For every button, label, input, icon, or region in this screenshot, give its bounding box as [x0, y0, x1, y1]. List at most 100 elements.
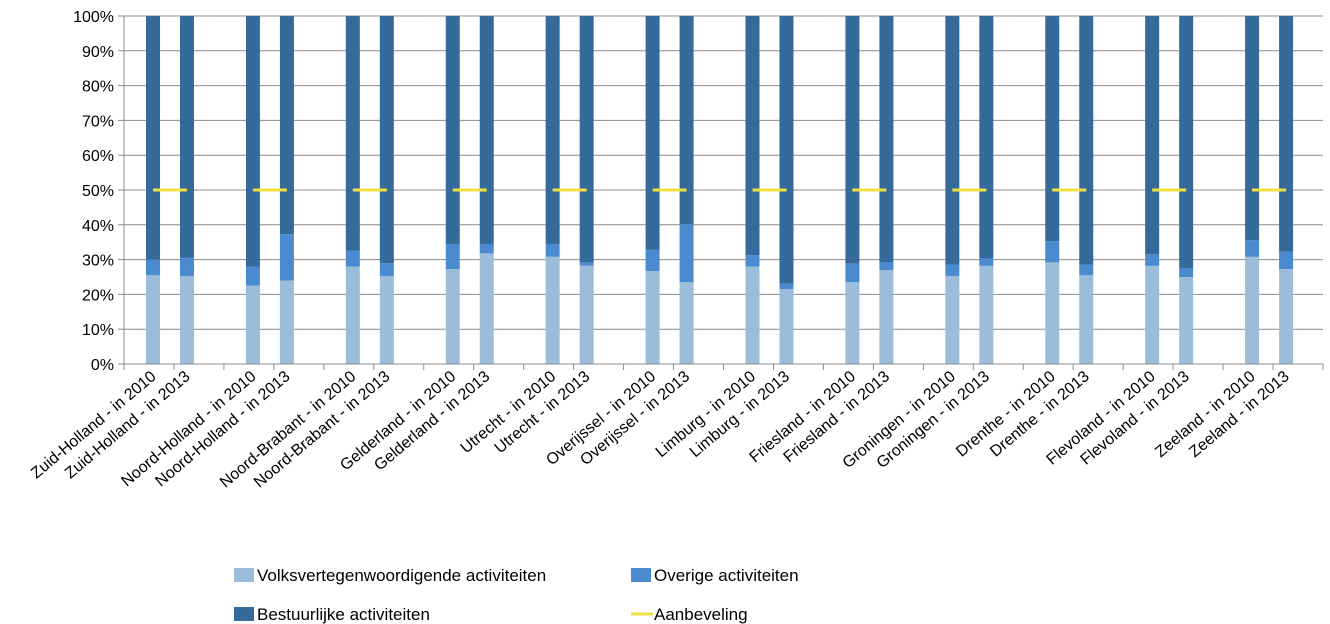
- bar-segment-volksvertegenwoordigende: [545, 256, 560, 364]
- grid-lines: [118, 15, 1323, 365]
- bar-segment-overige: [579, 262, 594, 266]
- bar-segment-volksvertegenwoordigende: [1045, 262, 1060, 364]
- bar-segment-bestuurlijke: [1145, 16, 1160, 255]
- bar-segment-volksvertegenwoordigende: [879, 270, 894, 364]
- bar-segment-overige: [1245, 240, 1260, 257]
- bar-segment-volksvertegenwoordigende: [1245, 256, 1260, 364]
- bar-segment-overige: [146, 259, 160, 276]
- bar-segment-overige: [545, 243, 560, 257]
- y-tick-label: 20%: [82, 287, 114, 304]
- legend-swatch-bestuurlijke: [234, 607, 254, 621]
- bar-segment-bestuurlijke: [1245, 16, 1260, 241]
- bar-segment-overige: [379, 263, 394, 276]
- bar-segment-overige: [945, 264, 960, 276]
- bar-segment-volksvertegenwoordigende: [779, 289, 794, 364]
- legend: Volksvertegenwoordigende activiteiten Ov…: [234, 566, 799, 624]
- y-tick-label: 70%: [82, 113, 114, 130]
- bar-segment-bestuurlijke: [245, 16, 260, 267]
- legend-label-aanbeveling: Aanbeveling: [654, 605, 748, 624]
- bar-segment-volksvertegenwoordigende: [845, 282, 860, 364]
- bar-segment-volksvertegenwoordigende: [479, 253, 494, 364]
- bar-segment-bestuurlijke: [845, 16, 860, 264]
- bar-segment-bestuurlijke: [579, 16, 594, 263]
- y-tick-label: 80%: [82, 79, 114, 96]
- bar-segment-bestuurlijke: [345, 16, 360, 251]
- bar-segment-overige: [1279, 251, 1294, 269]
- y-tick-label: 30%: [82, 253, 114, 270]
- bar-segment-overige: [845, 263, 860, 283]
- bar-segment-volksvertegenwoordigende: [180, 275, 194, 364]
- bar-segment-volksvertegenwoordigende: [579, 265, 594, 364]
- y-tick-label: 50%: [82, 183, 114, 200]
- y-axis-tick-labels: 0% 10% 20% 30% 40% 50% 60% 70% 80% 90% 100%: [73, 9, 114, 374]
- bar-segment-bestuurlijke: [445, 16, 460, 244]
- bar-segment-bestuurlijke: [279, 16, 294, 235]
- bar-segment-bestuurlijke: [745, 16, 760, 256]
- legend-item-aanbeveling: Aanbeveling: [631, 605, 748, 624]
- bar-segment-bestuurlijke: [945, 16, 960, 265]
- y-tick-label: 100%: [73, 9, 114, 26]
- bar-segment-volksvertegenwoordigende: [1145, 265, 1160, 364]
- bar-segment-overige: [245, 266, 260, 286]
- bar-segment-bestuurlijke: [545, 16, 560, 244]
- bar-segment-volksvertegenwoordigende: [645, 271, 660, 364]
- bar-segment-bestuurlijke: [879, 16, 894, 263]
- legend-label-bestuurlijke: Bestuurlijke activiteiten: [257, 605, 430, 624]
- bar-segment-volksvertegenwoordigende: [245, 285, 260, 364]
- bar-segment-overige: [180, 257, 194, 276]
- bar-segment-overige: [1145, 254, 1160, 266]
- bar-segment-bestuurlijke: [645, 16, 660, 250]
- y-tick-label: 60%: [82, 148, 114, 165]
- y-tick-label: 40%: [82, 218, 114, 235]
- y-tick-label: 10%: [82, 322, 114, 339]
- bar-segment-overige: [345, 250, 360, 267]
- bar-segment-bestuurlijke: [1279, 16, 1294, 252]
- bar-segment-overige: [1079, 264, 1094, 276]
- bar-series: [146, 16, 1294, 364]
- bar-segment-volksvertegenwoordigende: [945, 275, 960, 364]
- bar-segment-bestuurlijke: [1179, 16, 1194, 268]
- bar-segment-overige: [1045, 241, 1060, 263]
- bar-segment-overige: [445, 243, 460, 269]
- bar-segment-bestuurlijke: [479, 16, 494, 244]
- y-tick-label: 90%: [82, 44, 114, 61]
- bar-segment-volksvertegenwoordigende: [745, 266, 760, 364]
- bar-segment-overige: [479, 243, 494, 254]
- legend-item-bestuurlijke: Bestuurlijke activiteiten: [234, 605, 430, 624]
- legend-label-volksvertegenwoordigende: Volksvertegenwoordigende activiteiten: [257, 566, 546, 585]
- bar-segment-bestuurlijke: [146, 16, 160, 260]
- bar-segment-bestuurlijke: [1045, 16, 1060, 242]
- bar-segment-volksvertegenwoordigende: [1079, 275, 1094, 364]
- bar-segment-volksvertegenwoordigende: [345, 266, 360, 364]
- bar-segment-overige: [645, 249, 660, 272]
- bar-segment-bestuurlijke: [679, 16, 694, 225]
- legend-swatch-overige: [631, 568, 651, 582]
- legend-label-overige: Overige activiteiten: [654, 566, 799, 585]
- bar-segment-volksvertegenwoordigende: [146, 275, 160, 364]
- bar-segment-overige: [679, 224, 694, 283]
- legend-item-overige: Overige activiteiten: [631, 566, 799, 585]
- bar-segment-bestuurlijke: [779, 16, 794, 284]
- bar-segment-bestuurlijke: [180, 16, 194, 258]
- legend-item-volksvertegenwoordigende: Volksvertegenwoordigende activiteiten: [234, 566, 546, 585]
- bar-segment-bestuurlijke: [379, 16, 394, 264]
- axes: [123, 16, 1324, 370]
- bar-segment-overige: [879, 262, 894, 271]
- bar-segment-overige: [1179, 267, 1194, 277]
- bar-segment-bestuurlijke: [979, 16, 994, 259]
- y-tick-label: 0%: [91, 357, 114, 374]
- bar-segment-overige: [779, 283, 794, 290]
- bar-segment-volksvertegenwoordigende: [445, 268, 460, 364]
- bar-segment-volksvertegenwoordigende: [379, 275, 394, 364]
- bar-segment-volksvertegenwoordigende: [279, 280, 294, 364]
- bar-segment-overige: [745, 255, 760, 267]
- bar-segment-volksvertegenwoordigende: [979, 265, 994, 364]
- bar-segment-volksvertegenwoordigende: [679, 282, 694, 364]
- bar-segment-bestuurlijke: [1079, 16, 1094, 265]
- bar-segment-volksvertegenwoordigende: [1179, 277, 1194, 364]
- bar-segment-overige: [979, 258, 994, 266]
- bar-segment-overige: [279, 234, 294, 281]
- bar-segment-volksvertegenwoordigende: [1279, 268, 1294, 364]
